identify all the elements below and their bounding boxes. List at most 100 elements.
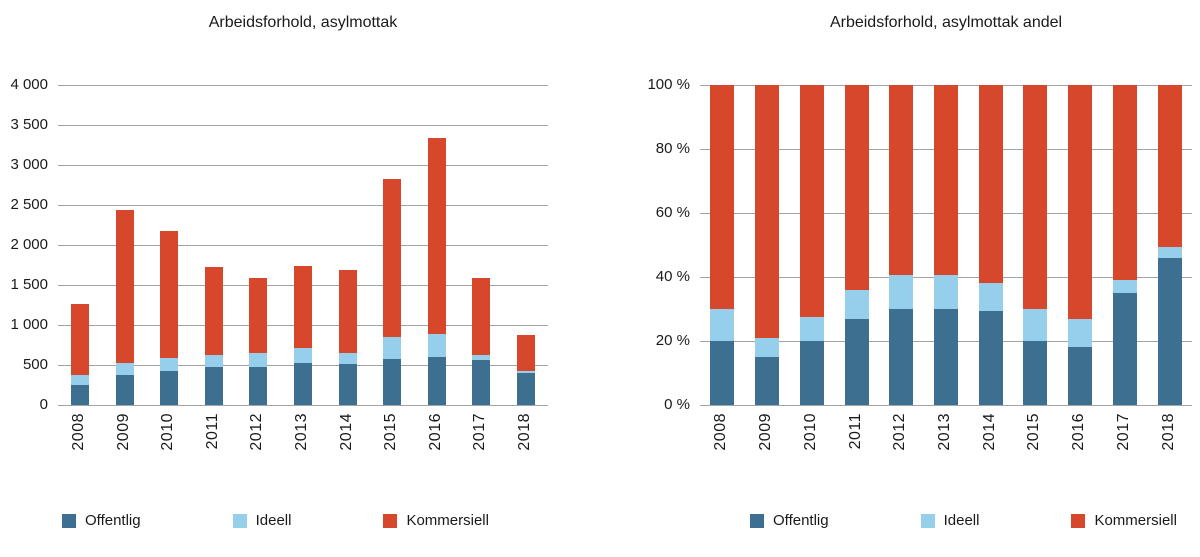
bar-segment-kommersiell (249, 277, 268, 353)
bar-segment-offentlig (934, 309, 958, 405)
legend-swatch (920, 513, 935, 528)
bar-segment-offentlig (160, 370, 179, 405)
x-tick-label: 2013 (293, 413, 310, 451)
bar-segment-ideell (204, 355, 223, 368)
legend-swatch (750, 513, 764, 528)
y-tick-label: 1 500 (10, 276, 48, 293)
bar-segment-offentlig (799, 341, 824, 405)
x-tick-label: 2011 (846, 413, 864, 450)
chart-arbeidsforhold-asylmottak-andel: Arbeidsforhold, asylmottak andel Offentl… (600, 0, 1200, 557)
legend-label: Offentlig (85, 512, 141, 529)
x-tick-label: 2011 (203, 413, 221, 450)
bar-segment-offentlig (1112, 293, 1137, 405)
bar-segment-kommersiell (294, 265, 312, 349)
chart-arbeidsforhold-asylmottak: Arbeidsforhold, asylmottak Offentlig Idee… (10, 14, 548, 529)
legend-swatch (383, 513, 398, 528)
bar-segment-offentlig (978, 310, 1003, 405)
x-tick-label: 2010 (159, 413, 177, 451)
bar-segment-ideell (889, 275, 914, 309)
x-tick-label: 2008 (70, 413, 88, 451)
bar-segment-kommersiell (160, 231, 179, 358)
y-tick-label: 100 % (647, 76, 690, 93)
bar-segment-ideell (844, 289, 869, 319)
bar-segment-ideell (294, 348, 312, 364)
legend-swatch (1071, 513, 1086, 528)
legend-label: Ideell (943, 512, 980, 529)
legend-item-ideell: Ideell (232, 512, 292, 529)
plot-area (700, 85, 1192, 406)
bar-segment-ideell (1068, 318, 1093, 348)
bar-segment-offentlig (249, 366, 268, 405)
y-tick-label: 0 (39, 396, 48, 413)
x-tick-label: 2012 (248, 413, 266, 451)
x-tick-label: 2008 (712, 413, 730, 451)
bar-segment-kommersiell (755, 85, 780, 338)
bar-segment-offentlig (71, 385, 90, 405)
gridline (58, 85, 548, 86)
bar-segment-offentlig (427, 357, 446, 405)
y-tick-label: 2 000 (10, 236, 48, 253)
bar-segment-ideell (978, 283, 1003, 311)
x-tick-label: 2016 (426, 413, 444, 451)
bar-segment-offentlig (844, 318, 869, 405)
x-tick-label: 2013 (936, 413, 953, 451)
x-tick-label: 2016 (1070, 413, 1088, 451)
y-tick-label: 60 % (655, 204, 690, 221)
bar-segment-ideell (338, 353, 357, 365)
chart-title: Arbeidsforhold, asylmottak andel (829, 14, 1063, 31)
x-tick-label: 2014 (980, 413, 998, 451)
legend-label: Kommersiell (406, 512, 489, 529)
y-tick-label: 3 000 (10, 156, 48, 173)
bar-segment-kommersiell (889, 85, 914, 276)
legend-label: Kommersiell (1094, 512, 1177, 529)
bar-segment-ideell (755, 337, 780, 357)
bar-segment-ideell (115, 363, 134, 376)
bar-segment-kommersiell (978, 85, 1003, 284)
bar-segment-ideell (1112, 280, 1137, 293)
bar-segment-kommersiell (204, 267, 223, 356)
gridline (58, 405, 548, 406)
y-tick-label: 80 % (655, 140, 690, 157)
bar-segment-ideell (249, 353, 268, 367)
bar-segment-kommersiell (71, 304, 90, 375)
x-tick-label: 2010 (801, 413, 819, 451)
bar-segment-ideell (1157, 246, 1182, 258)
y-tick-label: 0 % (664, 396, 690, 413)
bar-segment-offentlig (472, 360, 491, 405)
legend-label: Ideell (255, 512, 292, 529)
x-tick-label: 2015 (1025, 413, 1043, 451)
bar-segment-ideell (934, 275, 958, 309)
bar-segment-offentlig (204, 367, 223, 405)
bar-segment-kommersiell (1112, 85, 1137, 281)
gridline (58, 245, 548, 246)
gridline (58, 125, 548, 126)
bar-segment-offentlig (338, 364, 357, 405)
bar-segment-ideell (799, 317, 824, 341)
bar-segment-kommersiell (516, 335, 535, 371)
y-tick-label: 20 % (655, 332, 690, 349)
bar-segment-offentlig (1157, 257, 1182, 405)
x-tick-label: 2017 (1114, 413, 1132, 451)
x-tick-label: 2009 (114, 413, 132, 451)
legend: Offentlig Ideell Kommersiell (62, 512, 489, 529)
legend: Offentlig Ideell Kommersiell (750, 512, 1177, 529)
y-tick-label: 40 % (655, 268, 690, 285)
bar-segment-offentlig (115, 375, 134, 405)
legend-item-kommersiell: Kommersiell (1071, 512, 1177, 529)
gridline (58, 205, 548, 206)
bar-segment-kommersiell (427, 137, 446, 334)
legend-item-offentlig: Offentlig (62, 512, 141, 529)
legend-label: Offentlig (773, 512, 829, 529)
x-tick-label: 2009 (757, 413, 775, 451)
x-tick-label: 2014 (337, 413, 355, 451)
bar-segment-offentlig (889, 309, 914, 405)
gridline (58, 165, 548, 166)
y-tick-label: 500 (22, 356, 48, 373)
bar-segment-kommersiell (844, 85, 869, 290)
bar-segment-offentlig (710, 341, 735, 405)
bar-segment-ideell (710, 309, 735, 341)
bar-segment-ideell (1023, 309, 1048, 341)
plot-area (58, 85, 548, 406)
bar-segment-kommersiell (710, 85, 735, 309)
